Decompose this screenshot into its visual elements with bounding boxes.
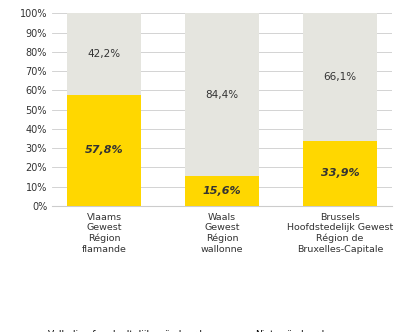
Bar (68, 95, 140, 206)
Text: 66,1%: 66,1% (324, 72, 356, 82)
Text: 15,6%: 15,6% (203, 186, 241, 196)
Bar (304, 140, 376, 206)
Text: 33,9%: 33,9% (321, 168, 359, 178)
Legend: Volledig of gedeeltelijk geïsoleerd
Complètement ou partiellement isolé, Niet-ge: Volledig of gedeeltelijk geïsoleerd Comp… (29, 330, 324, 332)
Bar (304, 13, 376, 140)
Text: 84,4%: 84,4% (206, 90, 238, 100)
Text: 42,2%: 42,2% (88, 49, 120, 59)
Bar (68, 13, 140, 95)
Bar (186, 176, 258, 206)
Text: 57,8%: 57,8% (85, 145, 123, 155)
Bar (186, 13, 258, 176)
